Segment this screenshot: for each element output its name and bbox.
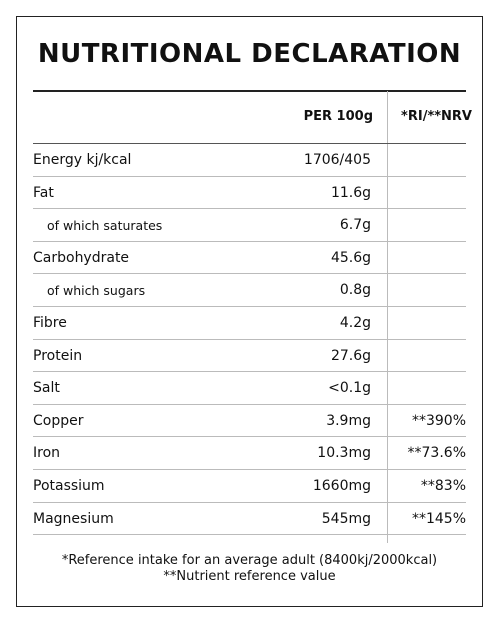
nutrient-ri: **83% [420,477,466,494]
nutrient-label: Fibre [33,314,67,331]
nutrient-ri: **73.6% [407,445,466,462]
title-divider [33,90,466,92]
nutrient-table: Energy kj/kcal 1706/405 Fat 11.6g of which… [33,144,466,536]
footnotes: *Reference intake for an average adult (… [17,553,482,585]
column-divider [387,91,388,543]
table-row: Fibre 4.2g [33,307,466,340]
nutrient-label: Salt [33,380,60,397]
header-divider [33,143,466,144]
nutrient-label: Protein [33,347,83,364]
nutrient-value: 10.3mg [317,445,371,462]
nutrient-value: 1660mg [312,477,371,494]
table-row: Salt <0.1g [33,372,466,405]
nutrient-label: Energy kj/kcal [33,152,132,168]
nutrient-value: 45.6g [330,249,371,266]
nutrient-label: of which saturates [47,218,163,234]
nutrient-label: Magnesium [33,510,114,527]
per-100g-header: PER 100g [303,109,373,124]
table-row: Potassium 1660mg **83% [33,470,466,503]
nutrient-value: 545mg [321,510,371,527]
table-row: Copper 3.9mg **390% [33,405,466,438]
nutrient-label: of which sugars [47,283,146,299]
nutrient-label: Carbohydrate [33,249,130,266]
nutrition-panel: NUTRITIONAL DECLARATION PER 100g *RI/**N… [16,16,483,607]
table-row: of which saturates 6.7g [33,209,466,242]
nutrient-value: <0.1g [328,380,371,397]
table-row: Energy kj/kcal 1706/405 [33,144,466,177]
table-row: Fat 11.6g [33,177,466,210]
nutrient-label: Copper [33,412,84,429]
footnote-reference-intake: *Reference intake for an average adult (… [61,553,438,568]
panel-title: NUTRITIONAL DECLARATION [37,39,462,69]
table-row: Iron 10.3mg **73.6% [33,437,466,470]
nutrient-value: 6.7g [339,217,371,234]
nutrient-ri: **145% [411,510,466,527]
nutrient-value: 3.9mg [326,412,371,429]
nutrient-value: 1706/405 [303,152,371,168]
nutrient-value: 0.8g [339,282,371,299]
footnote-nrv: **Nutrient reference value [163,569,336,584]
nutrient-label: Fat [33,184,54,201]
table-row: Protein 27.6g [33,340,466,373]
table-row: of which sugars 0.8g [33,274,466,307]
ri-nrv-header: *RI/**NRV [401,109,472,124]
table-row: Carbohydrate 45.6g [33,242,466,275]
nutrient-value: 4.2g [339,314,371,331]
nutrient-value: 27.6g [330,347,371,364]
nutrient-label: Iron [33,445,61,462]
nutrient-label: Potassium [33,477,105,494]
nutrient-ri: **390% [411,412,466,429]
table-row: Magnesium 545mg **145% [33,503,466,536]
nutrient-value: 11.6g [330,184,371,201]
